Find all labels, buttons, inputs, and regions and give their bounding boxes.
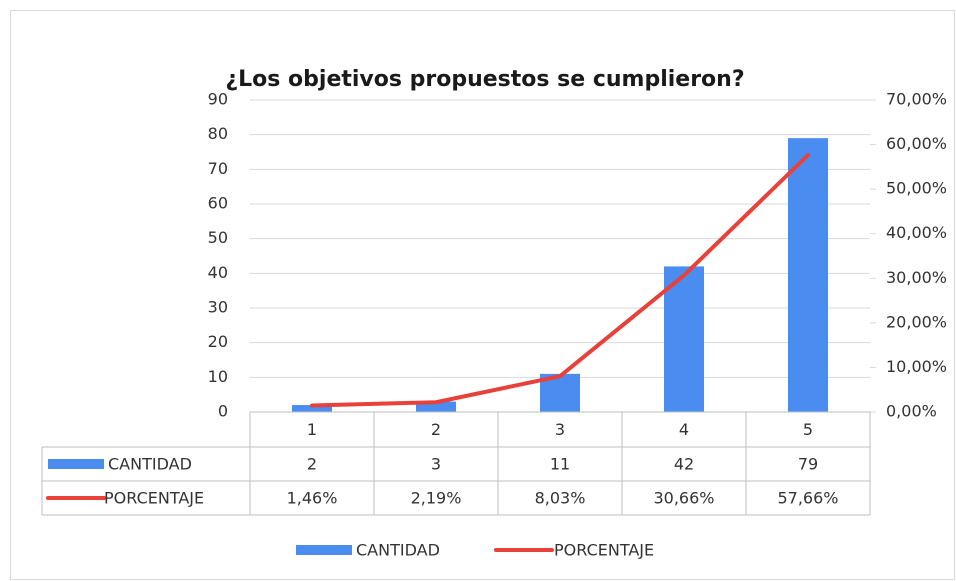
y-tick-label: 30 [208,298,228,317]
legend-label: CANTIDAD [356,541,440,560]
bar [788,138,828,412]
x-tick-label: 5 [803,420,813,439]
table-cell: 8,03% [535,489,586,508]
table-row-header: CANTIDAD [108,455,192,474]
y-tick-label: 40 [208,263,228,282]
bar [416,401,456,412]
x-tick-label: 2 [431,420,441,439]
chart-title: ¿Los objetivos propuestos se cumplieron? [225,67,744,92]
x-tick-label: 4 [679,420,689,439]
y2-tick-label: 70,00% [886,90,947,109]
table-cell: 42 [674,455,694,474]
table-cell: 11 [550,455,570,474]
y-tick-label: 60 [208,194,228,213]
table-cell: 57,66% [777,489,838,508]
y2-tick-label: 10,00% [886,357,947,376]
bar [292,405,332,412]
line [310,153,810,408]
y2-tick-label: 40,00% [886,223,947,242]
table-cell: 79 [798,455,818,474]
x-tick-label: 3 [555,420,565,439]
y2-tick-label: 60,00% [886,134,947,153]
table-cell: 3 [431,455,441,474]
y-tick-label: 80 [208,124,228,143]
legend-label: PORCENTAJE [554,541,654,560]
y-tick-label: 10 [208,367,228,386]
table-cell: 30,66% [653,489,714,508]
table-row-header: PORCENTAJE [104,489,204,508]
table-cell: 1,46% [287,489,338,508]
x-tick-label: 1 [307,420,317,439]
y2-tick-label: 50,00% [886,179,947,198]
table-cell: 2 [307,455,317,474]
y2-tick-label: 30,00% [886,268,947,287]
table-cell: 2,19% [411,489,462,508]
y-tick-label: 50 [208,228,228,247]
y2-tick-label: 0,00% [886,402,937,421]
y-tick-label: 0 [218,402,228,421]
y-tick-label: 70 [208,159,228,178]
legend-key [296,545,352,555]
y2-tick-label: 20,00% [886,312,947,331]
bar [664,266,704,412]
y-tick-label: 20 [208,332,228,351]
y-tick-label: 90 [208,90,228,109]
table-key [48,459,104,469]
